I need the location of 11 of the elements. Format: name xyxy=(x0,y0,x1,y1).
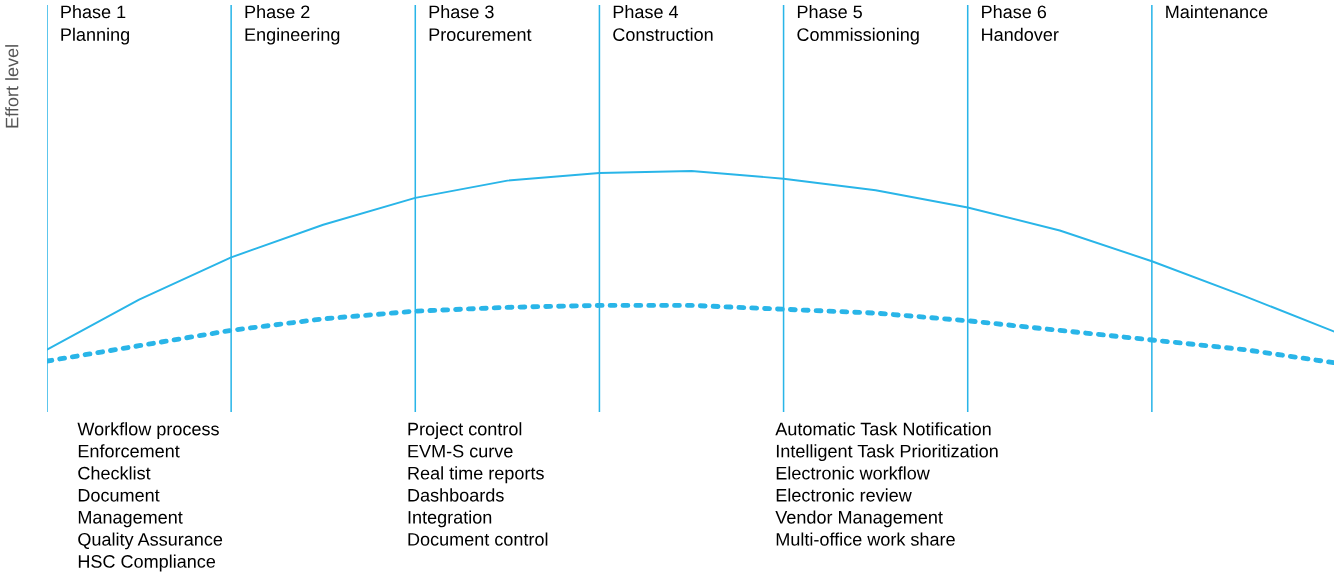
text: Project control EVM-S curve Real time reports Dashboards Integration Document control xyxy=(408,422,548,546)
y-axis-title: Effort level xyxy=(5,45,19,128)
text: Maintenance xyxy=(1166,5,1268,19)
text: Phase 1 Planning xyxy=(61,5,129,45)
text: Automatic Task Notification Intelligent Task Prioritization Electronic workflow Electronic review Vendor Management Multi-office work share xyxy=(775,422,998,546)
text: Phase 3 Procurement xyxy=(429,5,532,41)
text: Phase 5 Commissioning xyxy=(797,5,919,45)
text: Phase 4 Construction xyxy=(613,5,713,41)
text: Workflow process Enforcement Checklist Document Management Quality Assurance HSC Compliance xyxy=(77,422,223,572)
text: Phase 2 Engineering xyxy=(245,5,340,45)
text: Phase 6 Handover xyxy=(982,5,1059,41)
